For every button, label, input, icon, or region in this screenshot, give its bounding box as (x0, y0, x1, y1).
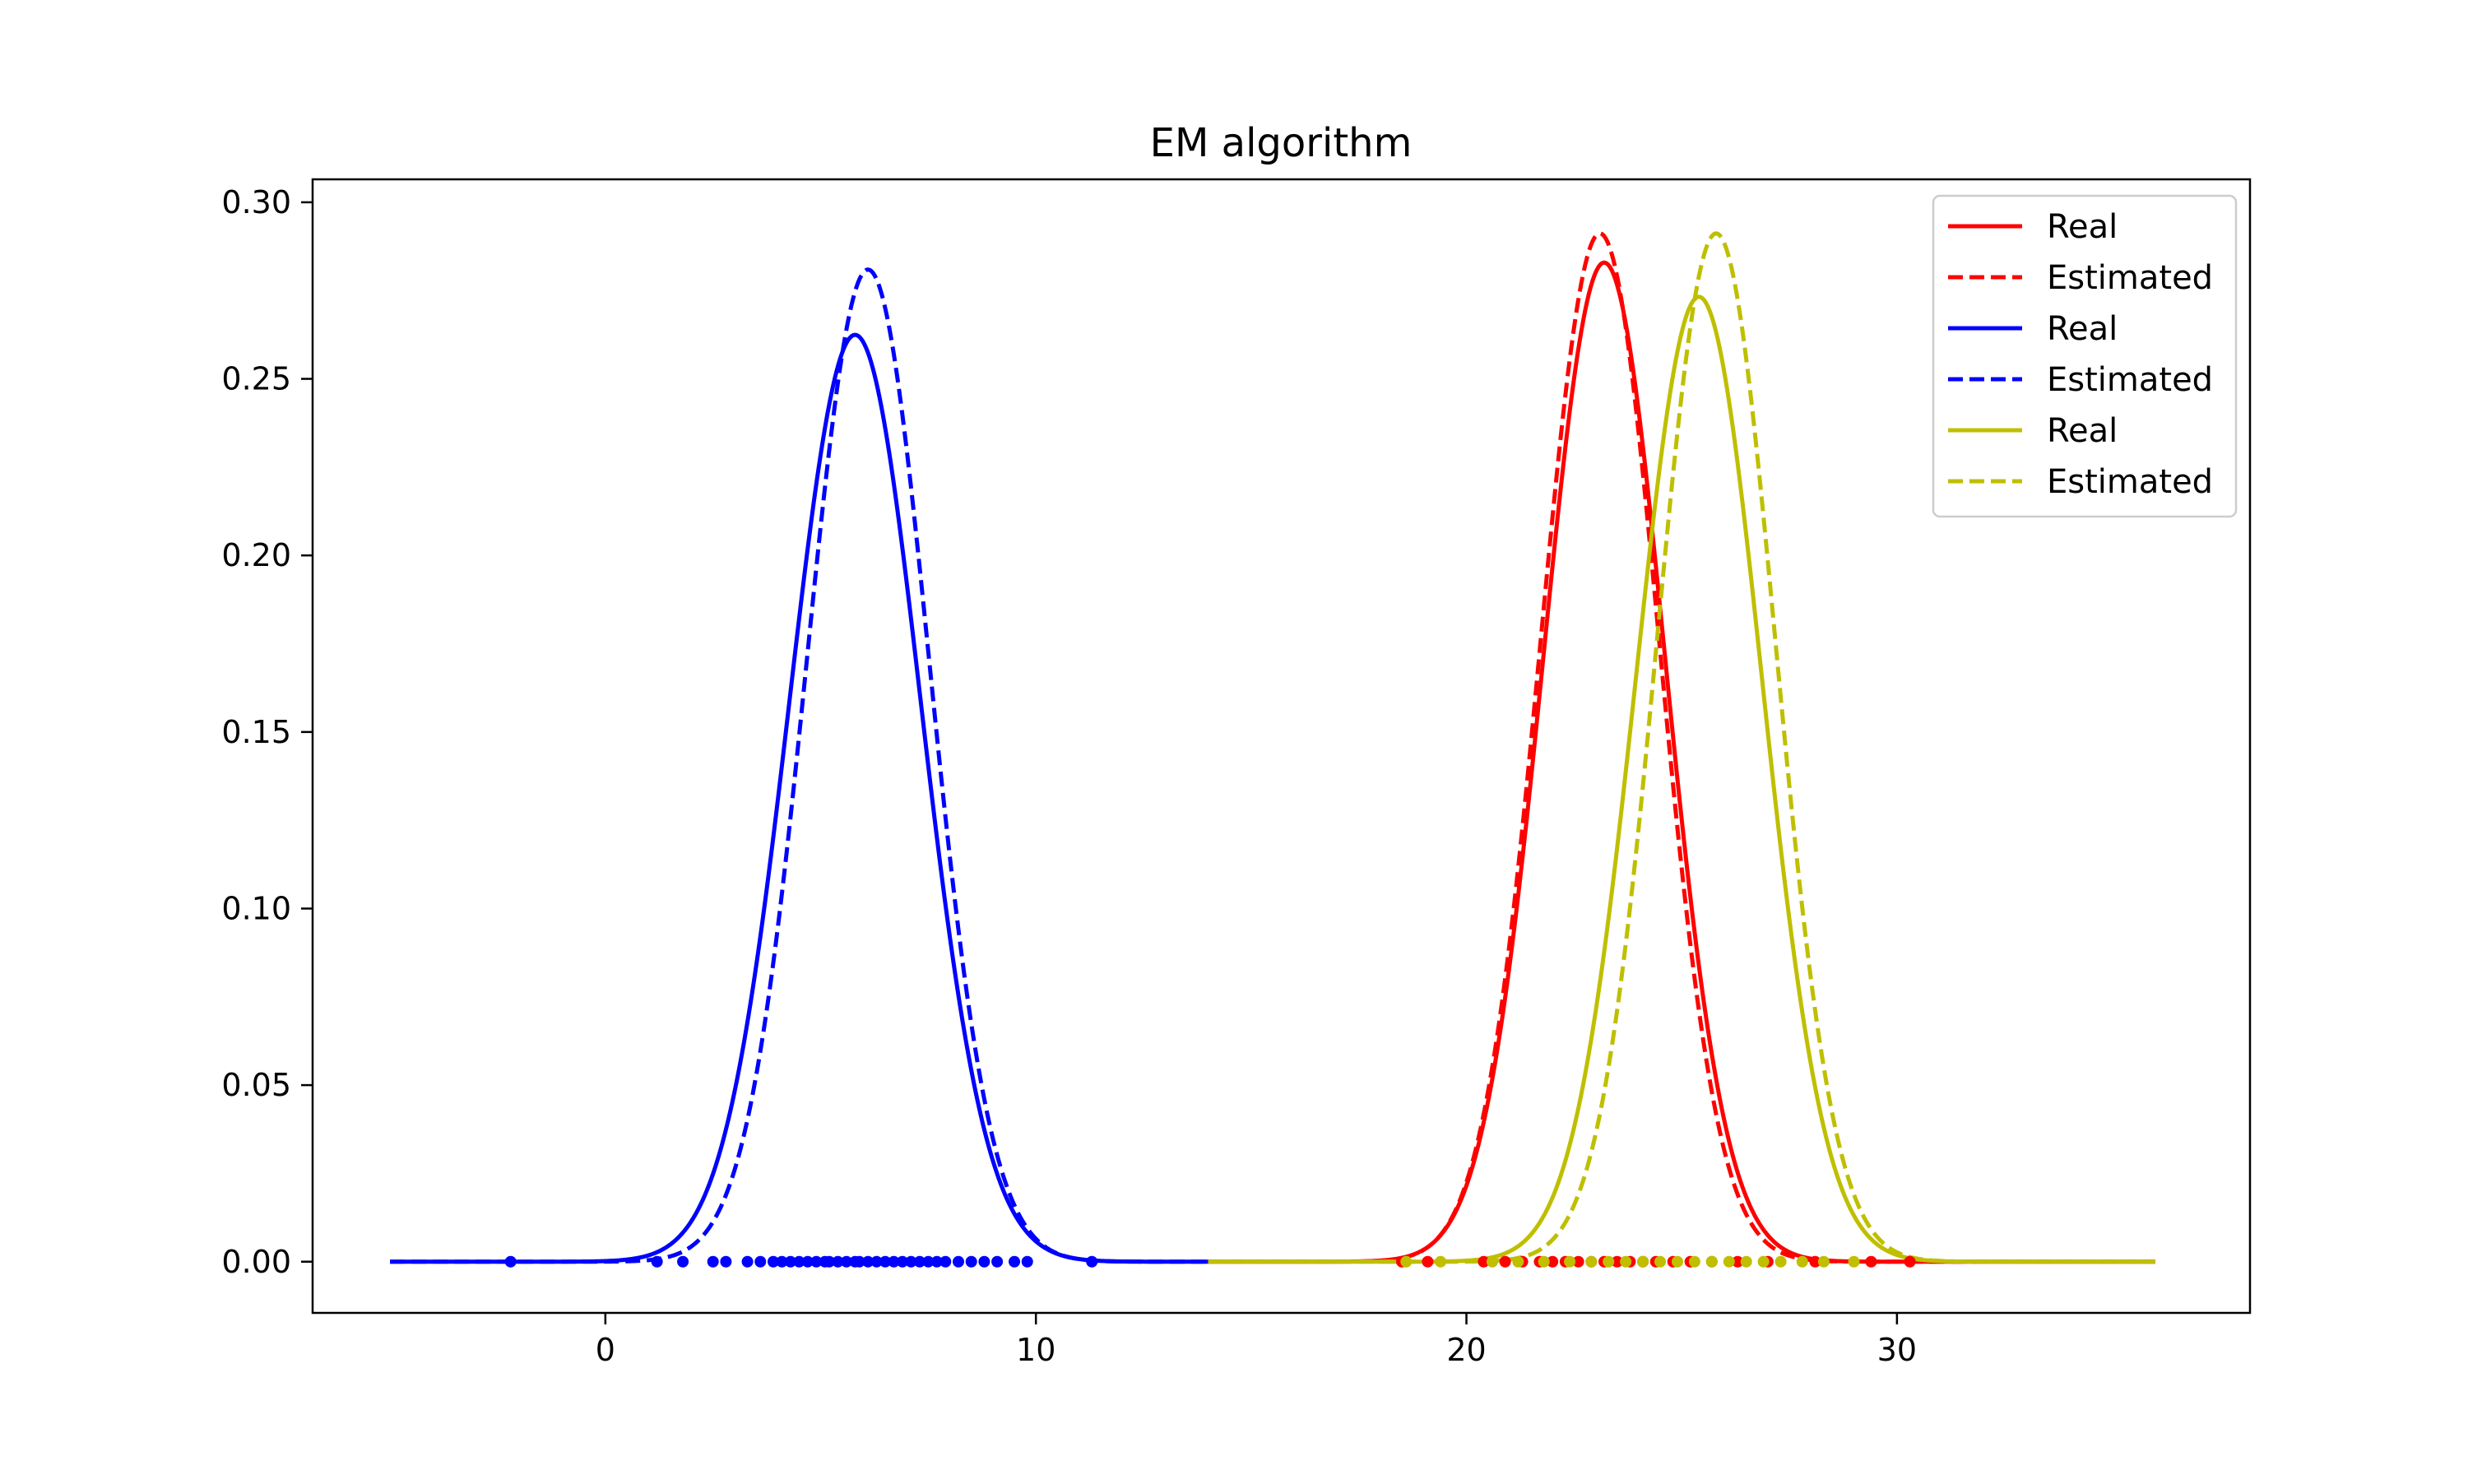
y-tick-label: 0.05 (221, 1067, 291, 1103)
data-point (1688, 1255, 1700, 1268)
data-point (1796, 1255, 1808, 1268)
data-point (930, 1255, 943, 1268)
data-point (823, 1255, 835, 1268)
data-point (1671, 1255, 1683, 1268)
data-point (1499, 1255, 1511, 1268)
data-point (707, 1255, 719, 1268)
legend-box (1932, 194, 2238, 518)
legend-label: Estimated (2047, 361, 2213, 399)
y-tick-label: 0.30 (221, 184, 291, 220)
data-point (1486, 1255, 1498, 1268)
series-line-blue-estimated (389, 267, 1209, 1264)
x-tick-label: 10 (1016, 1332, 1055, 1368)
data-point (1865, 1255, 1877, 1268)
data-point (1086, 1255, 1098, 1268)
y-tick-label: 0.00 (221, 1244, 291, 1280)
data-point (896, 1255, 908, 1268)
data-point (965, 1255, 977, 1268)
data-point (1723, 1255, 1735, 1268)
data-point (677, 1255, 689, 1268)
data-point (741, 1255, 754, 1268)
data-point (1774, 1255, 1787, 1268)
data-point (1538, 1255, 1550, 1268)
data-point (888, 1255, 900, 1268)
data-point (1009, 1255, 1021, 1268)
data-point (767, 1255, 779, 1268)
data-point (1585, 1255, 1598, 1268)
data-point (754, 1255, 767, 1268)
data-point (879, 1255, 892, 1268)
data-point (853, 1255, 865, 1268)
y-tick-label: 0.25 (221, 361, 291, 397)
data-point (776, 1255, 788, 1268)
data-point (1654, 1255, 1667, 1268)
y-tick-label: 0.15 (221, 714, 291, 750)
y-tick-label: 0.10 (221, 890, 291, 926)
x-tick-label: 30 (1877, 1332, 1917, 1368)
data-point (991, 1255, 1004, 1268)
data-point (840, 1255, 852, 1268)
legend-label: Real (2047, 310, 2118, 348)
data-point (1620, 1255, 1632, 1268)
data-point (1848, 1255, 1860, 1268)
legend-label: Estimated (2047, 463, 2213, 501)
legend-label: Real (2047, 208, 2118, 246)
data-point (801, 1255, 814, 1268)
legend: Real Estimated Real Estimated Real Estimated (1932, 194, 2238, 518)
legend-label: Estimated (2047, 259, 2213, 297)
data-point (939, 1255, 952, 1268)
data-point (978, 1255, 990, 1268)
data-point (1757, 1255, 1770, 1268)
plot-area (389, 231, 2156, 1268)
data-point (953, 1255, 964, 1268)
x-tick-label: 20 (1446, 1332, 1486, 1368)
data-point (1611, 1255, 1623, 1268)
chart-title: EM algorithm (1150, 120, 1413, 166)
data-point (504, 1255, 517, 1268)
data-point (1603, 1255, 1615, 1268)
x-tick-label: 0 (596, 1332, 615, 1368)
data-point (720, 1255, 732, 1268)
data-point (913, 1255, 926, 1268)
series-line-yellow-estimated (1208, 231, 2156, 1264)
data-point (905, 1255, 917, 1268)
data-point (1740, 1255, 1752, 1268)
y-tick-label: 0.20 (221, 537, 291, 573)
data-point (1512, 1255, 1524, 1268)
data-point (1435, 1255, 1447, 1268)
data-point (1021, 1255, 1033, 1268)
data-point (1732, 1255, 1744, 1268)
axes-frame (311, 178, 2252, 1315)
series-line-blue-real (389, 332, 1209, 1264)
data-point (1422, 1255, 1434, 1268)
data-point (1904, 1255, 1916, 1268)
data-point (862, 1255, 874, 1268)
data-point (832, 1255, 844, 1268)
data-point (1705, 1255, 1718, 1268)
data-point (1572, 1255, 1584, 1268)
data-point (1547, 1255, 1559, 1268)
data-point (793, 1255, 805, 1268)
data-point (651, 1255, 663, 1268)
axes: 0 10 20 30 0.00 0.05 0.10 0.15 0.20 0.25 0.30 (221, 178, 2252, 1368)
legend-label: Real (2047, 412, 2118, 450)
data-point (1809, 1255, 1821, 1268)
data-point (1478, 1255, 1490, 1268)
data-point (810, 1255, 823, 1268)
data-point (1637, 1255, 1649, 1268)
data-point (1817, 1255, 1830, 1268)
data-point (1564, 1255, 1576, 1268)
data-point (870, 1255, 883, 1268)
data-point (1400, 1255, 1413, 1268)
data-point (784, 1255, 796, 1268)
data-point (922, 1255, 935, 1268)
